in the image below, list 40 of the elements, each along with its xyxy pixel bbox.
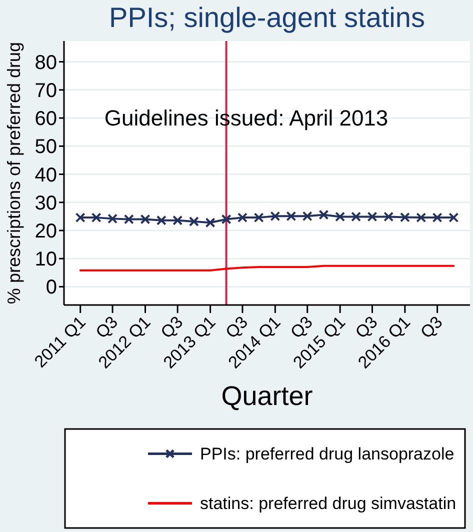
point: [384, 212, 394, 222]
point: [270, 211, 280, 222]
x-axis-title: Quarter: [221, 381, 313, 411]
point: [254, 212, 264, 223]
point: [351, 212, 362, 222]
point: [156, 215, 166, 226]
y-axis-title: % prescriptions of preferred drug: [4, 42, 24, 304]
point: [108, 214, 118, 224]
legend-label: statins: preferred drug simvastatin: [200, 494, 456, 514]
y-tick-label: 10: [34, 248, 57, 271]
y-tick-label: 80: [34, 52, 57, 74]
legend-label: PPIs: preferred drug lansoprazole: [200, 444, 454, 464]
x-tick-label: Q3: [222, 312, 252, 342]
point: [140, 214, 150, 224]
point: [432, 212, 442, 223]
point: [335, 212, 346, 222]
point: [91, 212, 102, 223]
point: [416, 212, 426, 223]
y-tick-label: 0: [46, 276, 57, 299]
point: [124, 214, 134, 224]
point: [205, 218, 216, 228]
chart-title: PPIs; single-agent statins: [109, 2, 425, 33]
point: [188, 216, 199, 226]
point: [237, 212, 248, 223]
point: [367, 212, 378, 222]
point: [400, 212, 410, 222]
x-tick-label: Q3: [416, 312, 446, 342]
y-tick-label: 60: [34, 108, 57, 130]
point: [75, 212, 86, 223]
y-tick-label: 20: [34, 220, 57, 242]
point: [221, 214, 232, 224]
point: [286, 211, 296, 222]
point: [448, 212, 459, 223]
point: [318, 210, 329, 220]
point: [302, 211, 312, 222]
y-tick-label: 70: [34, 80, 57, 102]
y-tick-label: 40: [34, 164, 57, 186]
point: [172, 215, 183, 226]
y-tick-label: 50: [34, 136, 57, 158]
y-tick-label: 30: [34, 192, 57, 214]
